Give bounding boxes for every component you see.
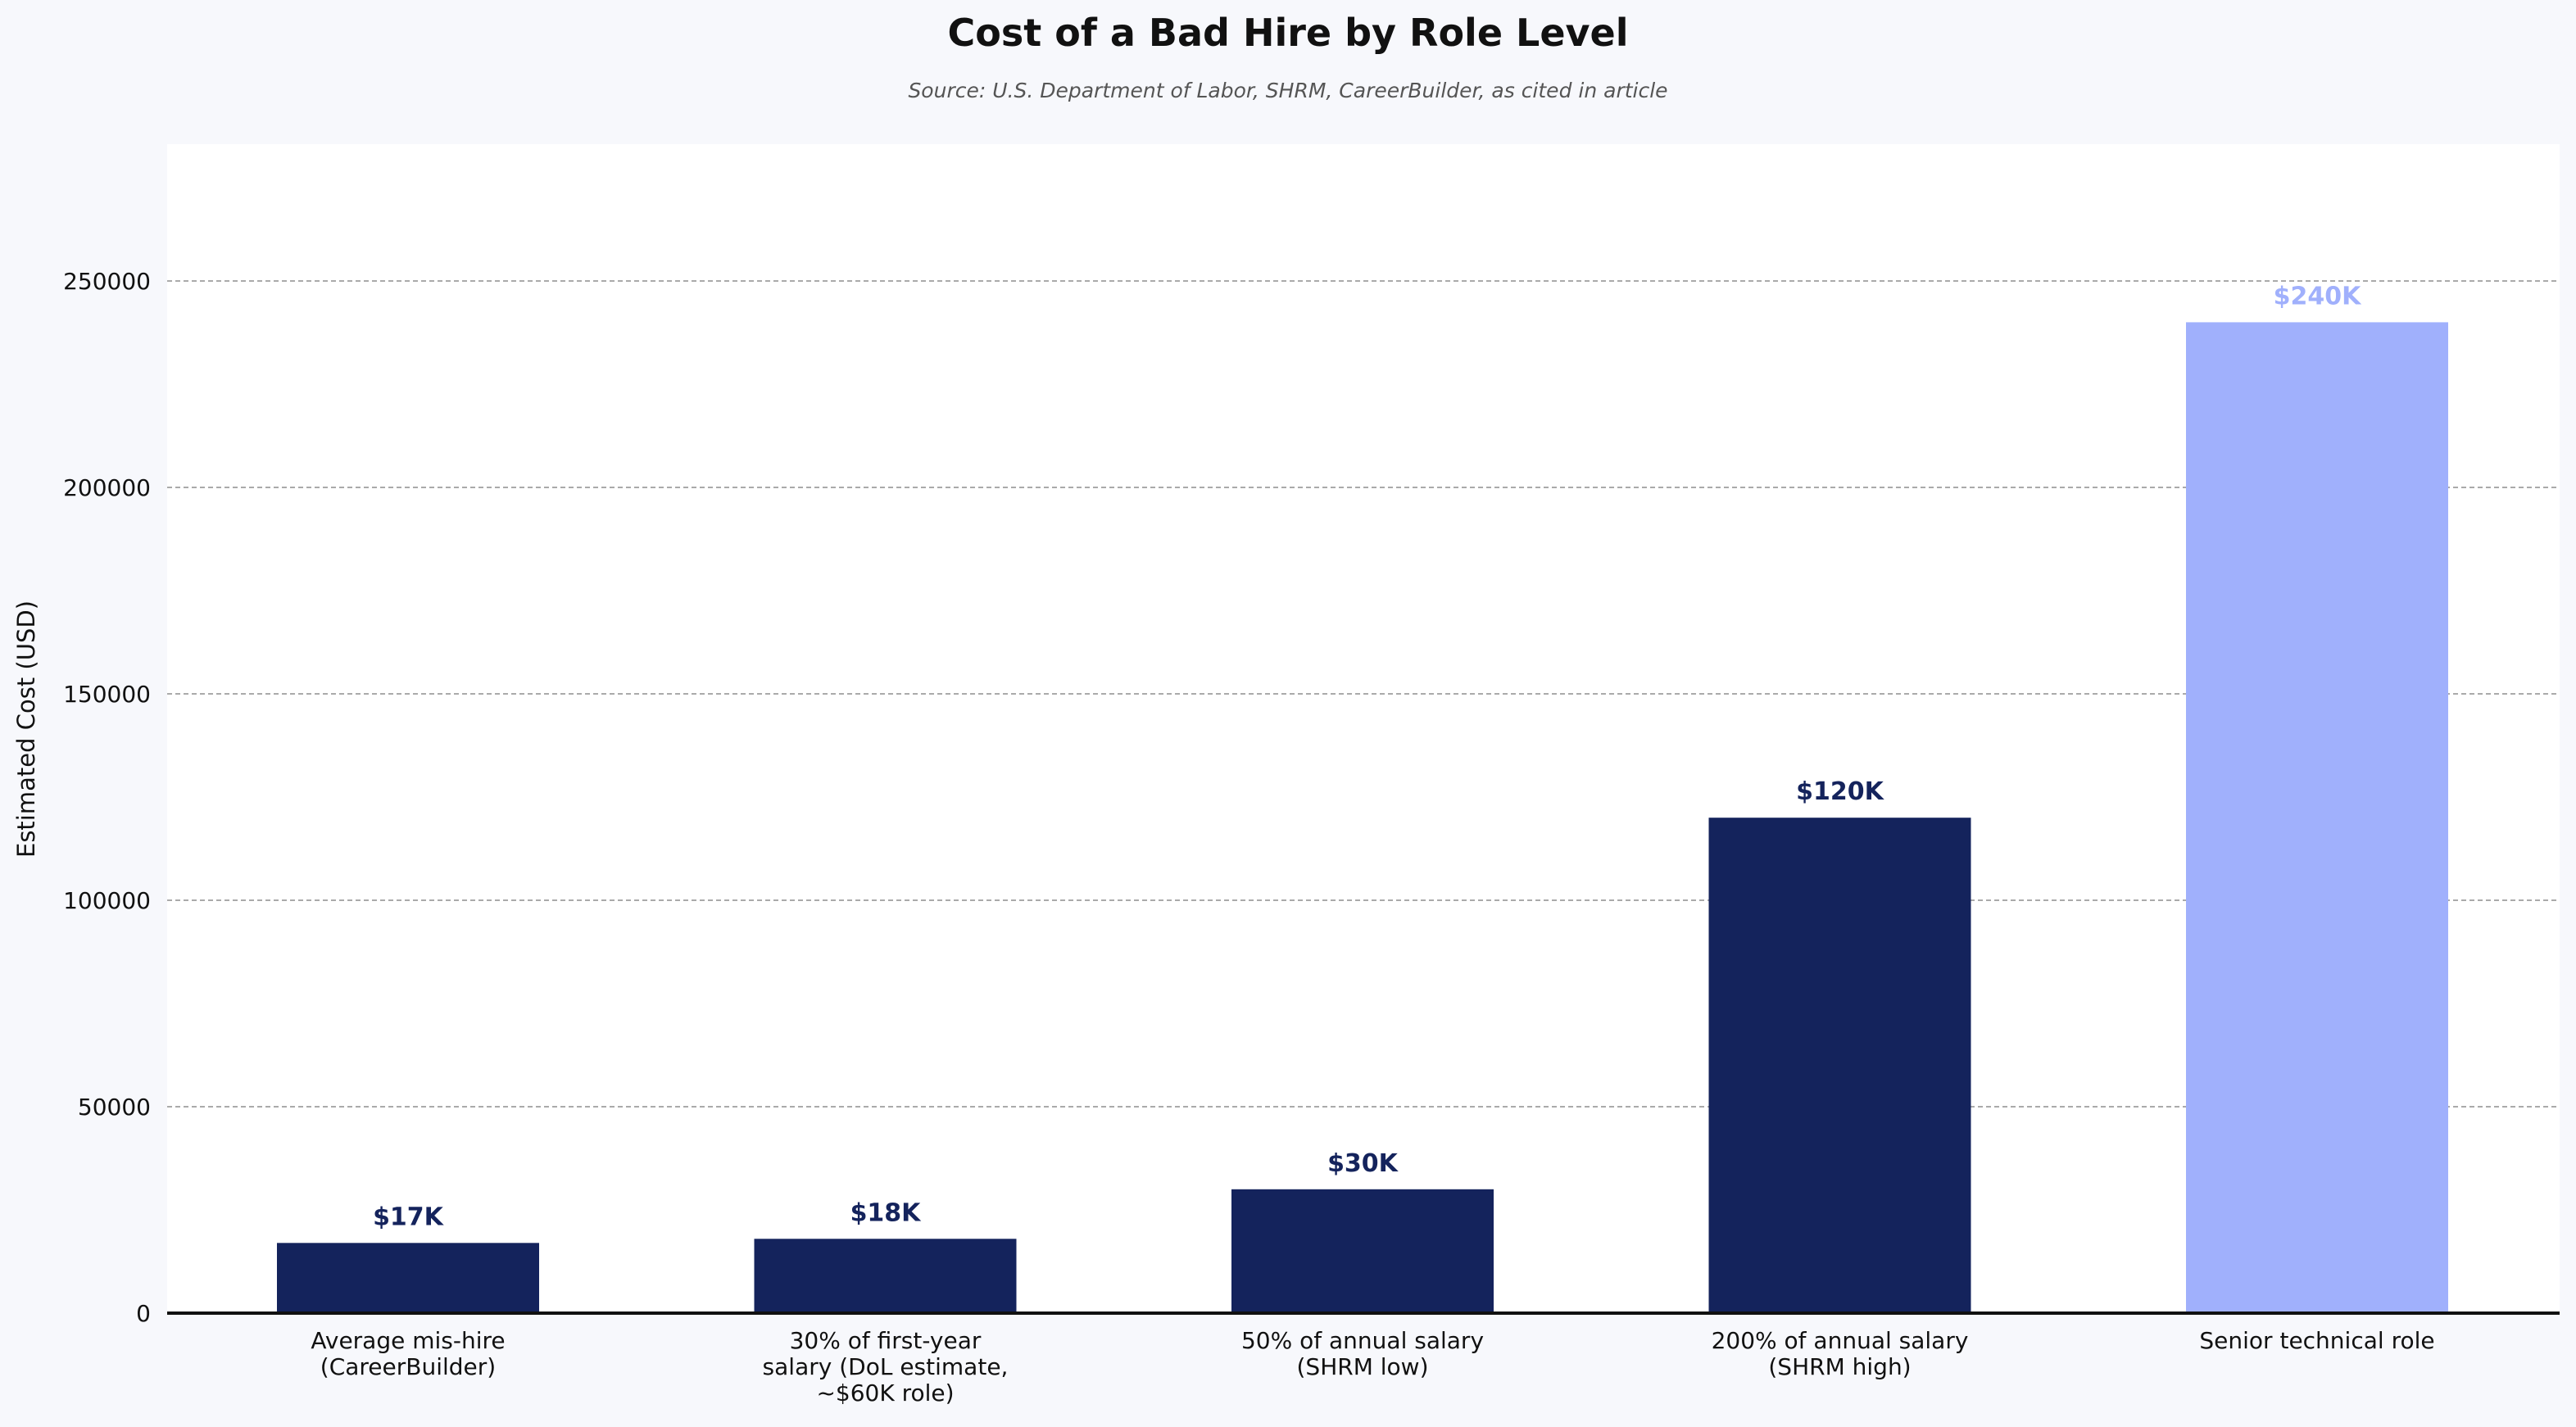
chart-subtitle: Source: U.S. Department of Labor, SHRM, … bbox=[908, 79, 1667, 102]
x-tick-label: Average mis-hire (CareerBuilder) bbox=[311, 1327, 505, 1380]
x-tick-label-line: Senior technical role bbox=[2199, 1327, 2434, 1354]
y-tick-label: 50000 bbox=[78, 1094, 151, 1121]
bar bbox=[1231, 1189, 1494, 1313]
y-tick-labels: 0 50000 100000 150000 200000 250000 bbox=[63, 268, 151, 1327]
chart-title: Cost of a Bad Hire by Role Level bbox=[947, 11, 1628, 55]
data-label: $120K bbox=[1796, 777, 1884, 806]
y-tick-label: 150000 bbox=[63, 681, 151, 708]
x-tick-label-line: ~$60K role) bbox=[816, 1379, 954, 1407]
x-tick-label-line: (CareerBuilder) bbox=[320, 1353, 496, 1380]
x-tick-label: Senior technical role bbox=[2199, 1327, 2434, 1354]
y-axis-label: Estimated Cost (USD) bbox=[12, 600, 40, 858]
x-tick-labels: Average mis-hire (CareerBuilder) 30% of fi… bbox=[311, 1327, 2434, 1407]
bar bbox=[277, 1243, 539, 1313]
x-tick-label-line: 200% of annual salary bbox=[1712, 1327, 1969, 1354]
data-label: $240K bbox=[2274, 282, 2362, 310]
x-tick-label-line: Average mis-hire bbox=[311, 1327, 505, 1354]
bar bbox=[1708, 818, 1971, 1313]
x-tick-label: 50% of annual salary (SHRM low) bbox=[1241, 1327, 1484, 1380]
y-tick-label: 100000 bbox=[63, 887, 151, 914]
plot-area bbox=[167, 144, 2560, 1314]
bar bbox=[2186, 322, 2448, 1313]
data-label: $17K bbox=[373, 1203, 445, 1231]
y-tick-label: 0 bbox=[136, 1300, 151, 1327]
bars bbox=[277, 322, 2448, 1313]
x-tick-label-line: salary (DoL estimate, bbox=[763, 1353, 1009, 1380]
x-tick-label: 30% of first-year salary (DoL estimate, ~$… bbox=[763, 1327, 1009, 1407]
y-tick-label: 250000 bbox=[63, 268, 151, 295]
data-label: $18K bbox=[850, 1198, 923, 1227]
data-label: $30K bbox=[1327, 1149, 1399, 1178]
y-tick-label: 200000 bbox=[63, 474, 151, 501]
bar bbox=[754, 1239, 1017, 1313]
x-tick-label-line: (SHRM high) bbox=[1768, 1353, 1911, 1380]
x-tick-label-line: 50% of annual salary bbox=[1241, 1327, 1484, 1354]
gridlines bbox=[167, 280, 2560, 1108]
x-tick-label: 200% of annual salary (SHRM high) bbox=[1712, 1327, 1969, 1380]
x-tick-label-line: 30% of first-year bbox=[790, 1327, 982, 1354]
x-tick-label-line: (SHRM low) bbox=[1297, 1353, 1429, 1380]
data-labels: $17K $18K $30K $120K $240K bbox=[373, 282, 2362, 1231]
